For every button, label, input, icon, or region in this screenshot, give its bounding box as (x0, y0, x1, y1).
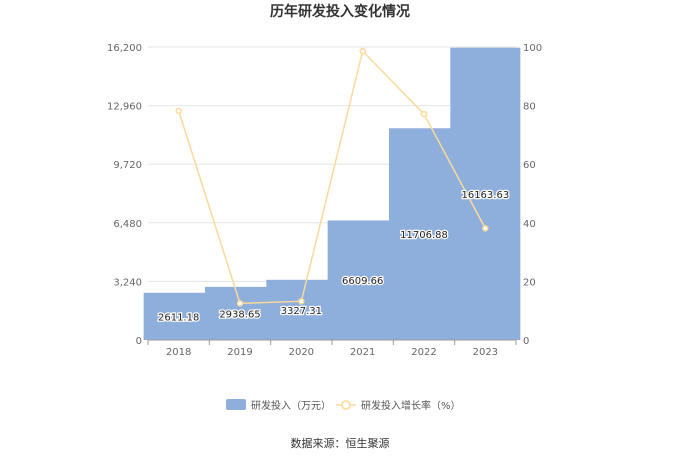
x-tick-label: 2018 (166, 347, 191, 358)
bar (389, 128, 459, 340)
bar-value-label: 6609.66 (342, 276, 383, 287)
x-tick-label: 2021 (350, 347, 375, 358)
x-tick-label: 2020 (289, 347, 314, 358)
y-right-tick-label: 40 (523, 219, 536, 230)
legend-swatch-bar (226, 399, 246, 410)
y-right-tick-label: 100 (523, 43, 542, 54)
bar (205, 286, 275, 340)
y-left-tick-label: 12,960 (107, 102, 142, 113)
legend-swatch-point (341, 400, 351, 410)
y-right-tick-label: 60 (523, 160, 536, 171)
growth-rate-line (177, 49, 486, 305)
x-tick-label: 2022 (411, 347, 436, 358)
y-left-tick-label: 0 (136, 336, 142, 347)
legend-label: 研发投入（万元） (251, 399, 331, 412)
y-right-tick-label: 0 (523, 336, 529, 347)
x-tick-label: 2023 (473, 347, 498, 358)
bar-value-label: 11706.88 (400, 230, 448, 241)
chart-title: 历年研发投入变化情况 (270, 3, 410, 20)
bar-value-label: 16163.63 (461, 190, 509, 201)
line-series (175, 47, 489, 307)
bar (143, 292, 214, 340)
line-point (482, 225, 489, 232)
y-left-tick-label: 6,480 (113, 219, 142, 230)
x-tick-label: 2019 (227, 347, 252, 358)
line-point (359, 47, 366, 55)
line-point (420, 110, 428, 118)
legend[interactable]: 研发投入（万元） 研发投入增长率（%） (226, 399, 461, 412)
y-right-tick-label: 80 (523, 102, 536, 113)
y-right-tick-label: 20 (523, 277, 536, 288)
bar-value-label: 2611.18 (158, 312, 199, 323)
legend-label: 研发投入增长率（%） (361, 399, 461, 412)
y-left-tick-label: 9,720 (113, 160, 142, 171)
bar (327, 220, 398, 340)
bar (450, 47, 521, 340)
data-source-note: 数据来源：恒生聚源 (291, 436, 390, 450)
bar-labels: 2611.18 2938.65 3327.31 6609.66 11706.88 1616… (157, 189, 511, 325)
bar-value-label: 2938.65 (219, 309, 260, 320)
y-left-tick-label: 3,240 (113, 277, 142, 288)
bar-series (143, 47, 521, 340)
line-point (298, 298, 305, 305)
line-point (175, 107, 182, 115)
bar (266, 279, 337, 340)
bar-value-label: 3327.31 (281, 306, 322, 317)
axes: 0 3,240 6,480 9,720 12,960 16,200 0 20 40 60 80 100… (107, 43, 542, 358)
y-left-tick-label: 16,200 (107, 43, 142, 54)
line-point (236, 300, 244, 307)
